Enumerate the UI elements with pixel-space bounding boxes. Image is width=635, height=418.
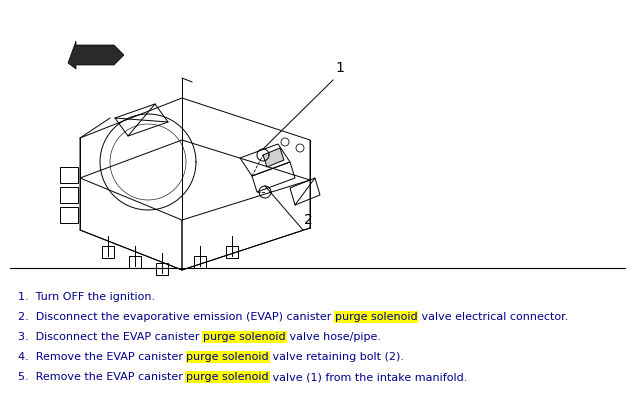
Text: 1.  Turn OFF the ignition.: 1. Turn OFF the ignition. [18,292,155,302]
Text: 2: 2 [304,213,312,227]
Text: 4.  Remove the EVAP canister: 4. Remove the EVAP canister [18,352,187,362]
Text: valve retaining bolt (2).: valve retaining bolt (2). [269,352,404,362]
Text: purge solenoid: purge solenoid [335,312,417,322]
Text: 1: 1 [335,61,344,75]
Polygon shape [68,41,124,69]
Text: valve (1) from the intake manifold.: valve (1) from the intake manifold. [269,372,467,382]
Text: 5.  Remove the EVAP canister: 5. Remove the EVAP canister [18,372,187,382]
Polygon shape [263,148,284,167]
Text: valve electrical connector.: valve electrical connector. [417,312,568,322]
Text: 3.  Disconnect the EVAP canister: 3. Disconnect the EVAP canister [18,332,203,342]
Text: purge solenoid: purge solenoid [187,372,269,382]
Text: purge solenoid: purge solenoid [187,352,269,362]
Text: 2.  Disconnect the evaporative emission (EVAP) canister: 2. Disconnect the evaporative emission (… [18,312,335,322]
Text: valve hose/pipe.: valve hose/pipe. [286,332,380,342]
Text: purge solenoid: purge solenoid [203,332,286,342]
